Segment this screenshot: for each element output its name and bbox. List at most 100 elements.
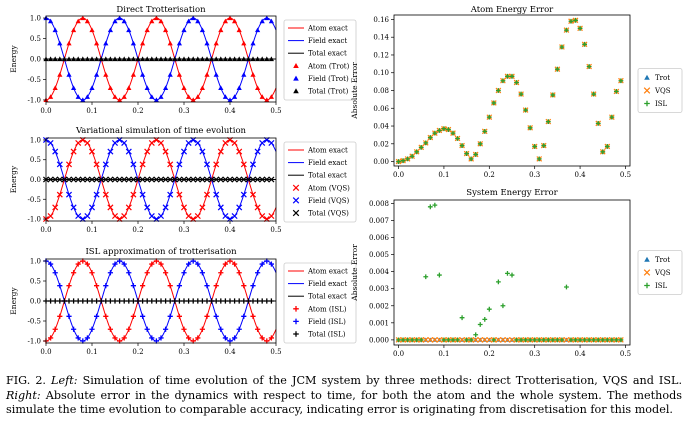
data-point [80, 56, 86, 62]
x-tick-label: 0.0 [393, 171, 404, 179]
legend-marker-swatch [643, 269, 651, 276]
data-point [144, 298, 150, 304]
data-point [218, 85, 224, 91]
data-point [241, 283, 247, 289]
data-point [48, 18, 54, 24]
data-point [227, 298, 233, 304]
data-point [130, 72, 136, 77]
legend-marker-swatch [293, 306, 299, 312]
y-tick-label: 0.006 [369, 234, 390, 242]
data-point [144, 270, 150, 276]
y-tick-label: 1.0 [30, 136, 41, 144]
data-point [167, 298, 173, 304]
data-point [130, 313, 136, 319]
data-point [153, 15, 159, 21]
data-point [93, 191, 100, 198]
data-point [176, 161, 183, 168]
data-point [259, 298, 265, 304]
data-point [255, 326, 261, 332]
data-point [121, 139, 128, 147]
data-point [139, 191, 146, 198]
data-point [181, 85, 187, 91]
data-point [121, 56, 127, 62]
data-point [52, 204, 59, 211]
data-point [75, 18, 81, 24]
data-point [473, 332, 479, 338]
data-point [491, 100, 497, 106]
data-point [181, 298, 187, 304]
y-tick-label: -1.0 [28, 96, 42, 104]
data-point [52, 298, 58, 304]
data-point [135, 56, 141, 62]
data-point [71, 270, 77, 276]
chart-title: System Energy Error [466, 188, 558, 198]
data-point [204, 56, 210, 62]
legend-marker-swatch [293, 88, 299, 94]
data-point [568, 337, 574, 343]
data-point [71, 298, 77, 304]
data-point [98, 298, 104, 304]
data-point [545, 337, 551, 343]
data-point [94, 56, 100, 62]
data-point [227, 56, 233, 62]
data-point [186, 94, 192, 99]
data-point [130, 176, 137, 183]
data-point [47, 139, 54, 147]
data-point [167, 72, 173, 77]
x-tick-label: 0.0 [40, 226, 51, 234]
data-point [186, 56, 192, 62]
data-point [477, 337, 484, 343]
data-point [153, 298, 159, 304]
data-point [436, 128, 442, 133]
legend-entry: Total (VQS) [308, 210, 349, 218]
data-point [268, 261, 274, 267]
data-point [162, 204, 169, 211]
x-tick-label: 0.3 [178, 348, 189, 356]
data-point [70, 148, 77, 155]
data-point [472, 337, 479, 343]
data-point [186, 335, 192, 341]
data-point [140, 72, 146, 77]
data-point [75, 298, 81, 304]
data-point [236, 85, 242, 91]
data-point [250, 298, 256, 304]
data-point [204, 298, 210, 304]
data-point [204, 313, 210, 319]
data-point [167, 40, 173, 46]
data-point [473, 152, 479, 157]
data-point [564, 27, 569, 33]
data-point [194, 212, 201, 220]
data-point [199, 148, 206, 155]
data-point [48, 94, 54, 99]
legend-frame [283, 141, 357, 223]
data-point [536, 337, 542, 343]
data-point [527, 337, 533, 343]
data-point [204, 283, 210, 289]
legend-marker-swatch [292, 197, 300, 204]
data-point [236, 204, 243, 211]
data-point [107, 56, 113, 62]
data-point [125, 148, 132, 155]
data-point [218, 298, 224, 304]
legend-entry: Atom (ISL) [307, 305, 347, 313]
data-point [236, 56, 242, 62]
data-point [195, 56, 201, 62]
data-point [71, 56, 77, 62]
legend: Trot VQS ISL [637, 250, 683, 295]
data-point [509, 272, 515, 278]
data-point [167, 176, 174, 183]
data-point [102, 176, 109, 183]
data-point [89, 270, 95, 276]
y-tick-label: 0.0 [30, 298, 41, 306]
data-point [163, 298, 169, 304]
data-point [84, 176, 91, 183]
data-point [149, 335, 155, 341]
data-point [209, 56, 215, 62]
data-point [459, 337, 465, 343]
data-point [89, 27, 95, 33]
data-point [232, 56, 238, 62]
figure-caption: FIG. 2. Left: Simulation of time evoluti… [6, 374, 682, 418]
data-point [518, 337, 524, 343]
data-point [450, 337, 456, 343]
legend-marker-swatch [644, 256, 650, 262]
